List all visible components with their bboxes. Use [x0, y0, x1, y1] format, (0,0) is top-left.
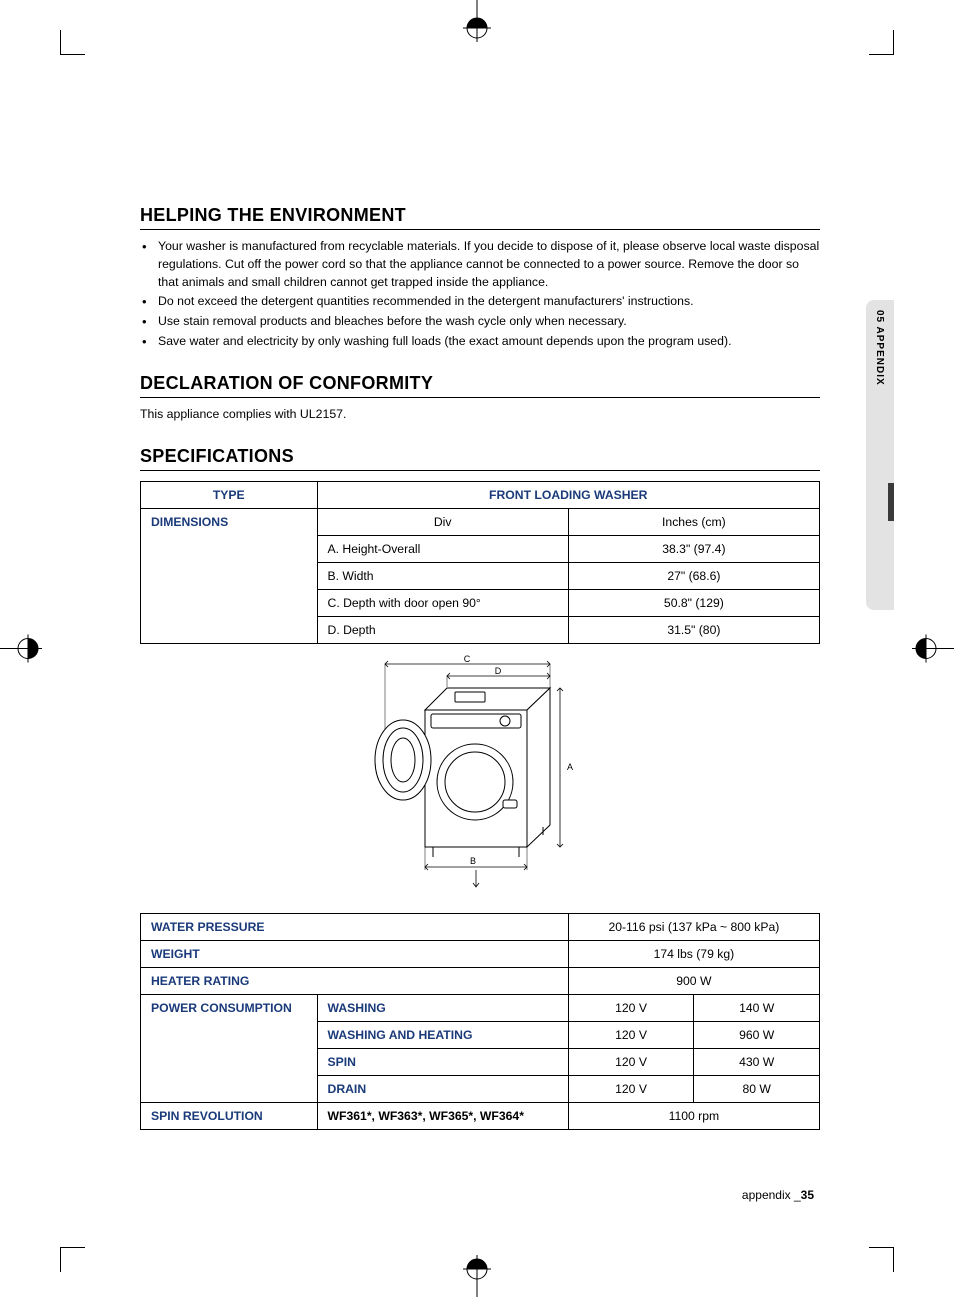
dim-row-label: B. Width — [317, 562, 568, 589]
conformity-body: This appliance complies with UL2157. — [140, 406, 820, 424]
heater-label: HEATER RATING — [141, 967, 569, 994]
spin-value: 1100 rpm — [568, 1102, 819, 1129]
power-mode: WASHING AND HEATING — [317, 1021, 568, 1048]
spec-table-dimensions: TYPE FRONT LOADING WASHER DIMENSIONS Div… — [140, 481, 820, 644]
crop-mark-right — [912, 631, 954, 672]
power-label: POWER CONSUMPTION — [141, 994, 318, 1102]
spin-label: SPIN REVOLUTION — [141, 1102, 318, 1129]
crop-mark-left — [0, 631, 42, 672]
dim-row-value: 27" (68.6) — [568, 562, 819, 589]
power-volt: 120 V — [568, 1048, 694, 1075]
type-value: FRONT LOADING WASHER — [317, 481, 819, 508]
env-bullet: Your washer is manufactured from recycla… — [140, 238, 820, 291]
heading-specs: SPECIFICATIONS — [140, 446, 820, 471]
footer-section: appendix _ — [742, 1188, 801, 1202]
page-content: HELPING THE ENVIRONMENT Your washer is m… — [140, 205, 820, 1130]
power-volt: 120 V — [568, 1075, 694, 1102]
footer-page: 35 — [801, 1188, 814, 1202]
weight-value: 174 lbs (79 kg) — [568, 940, 819, 967]
power-mode: SPIN — [317, 1048, 568, 1075]
washer-diagram: C D — [140, 644, 820, 903]
crop-mark-bottom — [459, 1255, 495, 1302]
dim-row-value: 50.8" (129) — [568, 589, 819, 616]
env-bullets: Your washer is manufactured from recycla… — [140, 238, 820, 351]
side-tab: 05 APPENDIX — [866, 300, 894, 610]
svg-text:A: A — [567, 762, 573, 772]
crop-corner-tr — [893, 30, 894, 55]
power-mode: DRAIN — [317, 1075, 568, 1102]
water-pressure-value: 20-116 psi (137 kPa ~ 800 kPa) — [568, 913, 819, 940]
power-watt: 80 W — [694, 1075, 820, 1102]
svg-text:D: D — [495, 666, 502, 676]
power-watt: 140 W — [694, 994, 820, 1021]
spin-models: WF361*, WF363*, WF365*, WF364* — [317, 1102, 568, 1129]
page-footer: appendix _35 — [742, 1188, 814, 1202]
dimensions-label: DIMENSIONS — [141, 508, 318, 643]
power-watt: 960 W — [694, 1021, 820, 1048]
heading-environment: HELPING THE ENVIRONMENT — [140, 205, 820, 230]
env-bullet: Save water and electricity by only washi… — [140, 333, 820, 351]
crop-corner-bl — [60, 1247, 61, 1272]
env-bullet: Do not exceed the detergent quantities r… — [140, 293, 820, 311]
crop-corner-tl — [60, 30, 61, 55]
side-tab-label: 05 APPENDIX — [866, 300, 885, 386]
div-header: Div — [317, 508, 568, 535]
power-watt: 430 W — [694, 1048, 820, 1075]
power-mode: WASHING — [317, 994, 568, 1021]
weight-label: WEIGHT — [141, 940, 569, 967]
crop-corner-br — [893, 1247, 894, 1272]
svg-text:C: C — [464, 654, 471, 664]
dim-row-label: A. Height-Overall — [317, 535, 568, 562]
dim-row-label: C. Depth with door open 90° — [317, 589, 568, 616]
type-label: TYPE — [141, 481, 318, 508]
unit-header: Inches (cm) — [568, 508, 819, 535]
dim-row-value: 38.3" (97.4) — [568, 535, 819, 562]
water-pressure-label: WATER PRESSURE — [141, 913, 569, 940]
dim-row-label: D. Depth — [317, 616, 568, 643]
dim-row-value: 31.5" (80) — [568, 616, 819, 643]
svg-text:B: B — [470, 856, 476, 866]
side-tab-marker — [888, 483, 894, 521]
spec-table-main: WATER PRESSURE 20-116 psi (137 kPa ~ 800… — [140, 913, 820, 1130]
heater-value: 900 W — [568, 967, 819, 994]
power-volt: 120 V — [568, 994, 694, 1021]
power-volt: 120 V — [568, 1021, 694, 1048]
env-bullet: Use stain removal products and bleaches … — [140, 313, 820, 331]
crop-mark-top — [459, 0, 495, 47]
heading-conformity: DECLARATION OF CONFORMITY — [140, 373, 820, 398]
